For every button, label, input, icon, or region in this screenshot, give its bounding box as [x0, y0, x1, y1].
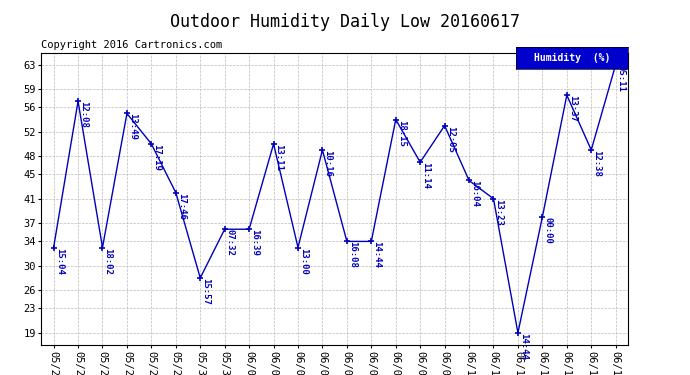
Text: 16:39: 16:39 — [250, 229, 259, 256]
Text: 10:16: 10:16 — [324, 150, 333, 177]
Text: 14:44: 14:44 — [373, 242, 382, 268]
Text: 18:02: 18:02 — [104, 248, 112, 274]
Text: 18:15: 18:15 — [397, 120, 406, 146]
Text: 15:04: 15:04 — [55, 248, 63, 274]
Text: 14:44: 14:44 — [519, 333, 528, 360]
Text: 13:11: 13:11 — [275, 144, 284, 171]
Text: 13:00: 13:00 — [299, 248, 308, 274]
Text: Copyright 2016 Cartronics.com: Copyright 2016 Cartronics.com — [41, 40, 223, 50]
Text: 16:08: 16:08 — [348, 242, 357, 268]
Text: 05:11: 05:11 — [617, 64, 626, 92]
Text: 13:23: 13:23 — [495, 199, 504, 226]
Text: Outdoor Humidity Daily Low 20160617: Outdoor Humidity Daily Low 20160617 — [170, 13, 520, 31]
Text: 07:32: 07:32 — [226, 229, 235, 256]
Text: 12:05: 12:05 — [446, 126, 455, 153]
Text: 12:08: 12:08 — [79, 101, 88, 128]
Text: 12:38: 12:38 — [592, 150, 601, 177]
Text: 13:37: 13:37 — [568, 95, 577, 122]
Text: 13:49: 13:49 — [128, 113, 137, 140]
Text: 17:19: 17:19 — [152, 144, 161, 171]
Text: 11:14: 11:14 — [421, 162, 431, 189]
Text: 00:00: 00:00 — [544, 217, 553, 244]
Text: 15:57: 15:57 — [201, 278, 210, 305]
Text: 17:46: 17:46 — [177, 193, 186, 219]
Text: 16:04: 16:04 — [470, 180, 479, 207]
